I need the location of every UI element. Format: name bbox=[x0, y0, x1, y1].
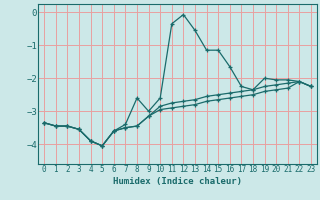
X-axis label: Humidex (Indice chaleur): Humidex (Indice chaleur) bbox=[113, 177, 242, 186]
